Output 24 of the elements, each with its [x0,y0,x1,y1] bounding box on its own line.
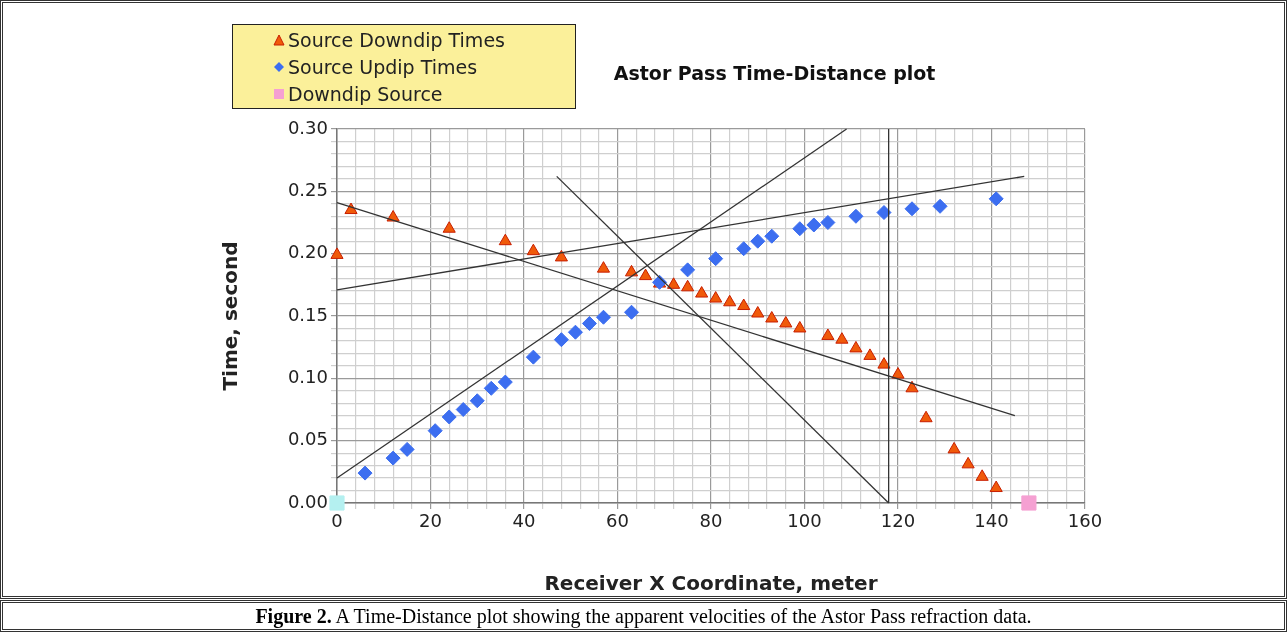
x-tick-label: 60 [606,510,629,532]
x-tick-label: 20 [419,510,442,532]
legend-label: Downdip Source [288,82,443,105]
x-tick-label: 40 [512,510,536,532]
y-tick-label: 0.25 [287,179,328,201]
y-tick-label: 0.30 [287,116,328,138]
caption: Figure 2. [255,605,332,627]
x-tick-label: 0 [331,510,343,532]
chart-title: Astor Pass Time-Distance plot [613,61,936,84]
y-tick-label: 0.15 [287,303,328,325]
text: A Time-Distance plot showing the apparent velocities of the Astor Pass refraction data. [334,605,1032,627]
x-tick-label: 160 [1067,510,1103,532]
x-axis-title: Receiver X Coordinate, meter [544,571,878,596]
y-tick-label: 0.20 [287,241,328,263]
legend-label: Source Updip Times [288,55,478,78]
x-tick-label: 120 [880,510,916,532]
y-tick-label: 0.00 [287,490,328,512]
x-tick-label: 140 [974,510,1009,532]
x-tick-label: 80 [699,510,723,532]
x-tick-label: 100 [787,510,822,532]
y-tick-label: 0.05 [287,428,328,450]
y-axis-title: Time, second [218,241,243,391]
y-tick-label: 0.10 [287,366,328,388]
legend-label: Source Downdip Times [288,28,505,51]
